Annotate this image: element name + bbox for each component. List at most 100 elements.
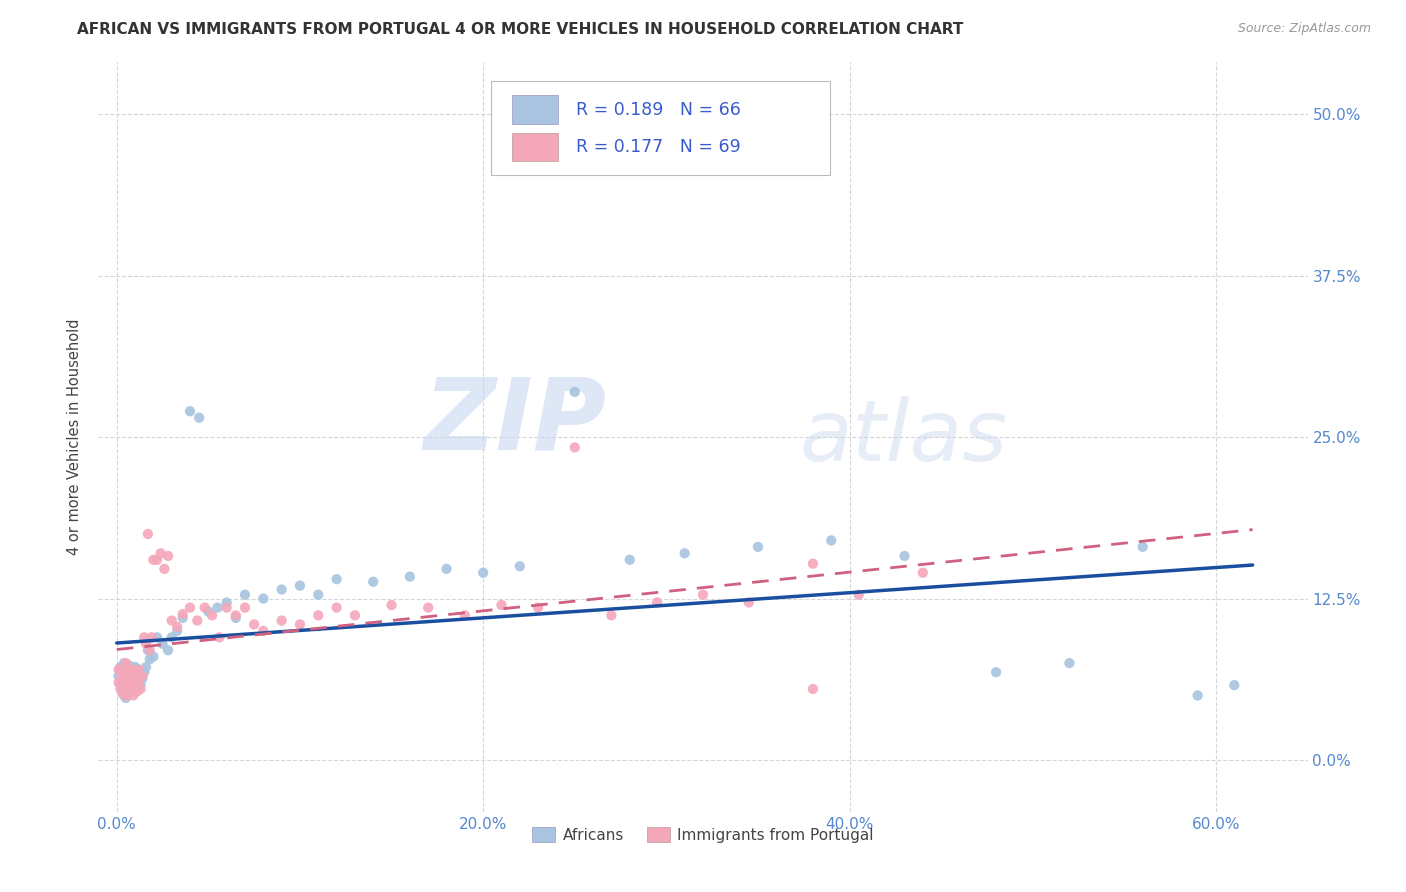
- Point: [491, 598, 513, 612]
- Point: [125, 684, 148, 698]
- Point: [188, 410, 211, 425]
- Point: [122, 678, 145, 692]
- Point: [125, 681, 148, 696]
- Legend: Africans, Immigrants from Portugal: Africans, Immigrants from Portugal: [526, 822, 880, 849]
- Point: [115, 672, 138, 686]
- Point: [454, 608, 477, 623]
- Point: [117, 678, 139, 692]
- Point: [747, 540, 769, 554]
- Point: [118, 686, 141, 700]
- Point: [1223, 678, 1246, 692]
- Point: [152, 637, 174, 651]
- Point: [197, 605, 219, 619]
- Point: [110, 681, 132, 696]
- Point: [179, 600, 201, 615]
- FancyBboxPatch shape: [512, 95, 558, 124]
- Point: [436, 562, 458, 576]
- FancyBboxPatch shape: [492, 81, 830, 175]
- Point: [112, 660, 135, 674]
- Point: [692, 588, 714, 602]
- Point: [122, 669, 145, 683]
- Point: [984, 665, 1007, 680]
- Point: [153, 562, 176, 576]
- Point: [141, 630, 163, 644]
- Point: [527, 600, 550, 615]
- Point: [619, 553, 641, 567]
- Point: [225, 611, 247, 625]
- Point: [118, 684, 141, 698]
- Point: [107, 663, 129, 677]
- Point: [911, 566, 934, 580]
- Point: [120, 663, 142, 677]
- Point: [135, 660, 157, 674]
- Point: [146, 630, 169, 644]
- Point: [117, 678, 139, 692]
- Point: [122, 665, 145, 680]
- Point: [172, 611, 194, 625]
- Point: [115, 656, 138, 670]
- Text: atlas: atlas: [800, 395, 1008, 479]
- Point: [160, 630, 183, 644]
- Point: [179, 404, 201, 418]
- Point: [110, 665, 132, 680]
- Point: [361, 574, 384, 589]
- Point: [233, 588, 256, 602]
- Point: [418, 600, 440, 615]
- Point: [166, 620, 188, 634]
- Point: [325, 572, 347, 586]
- Point: [136, 643, 159, 657]
- Point: [252, 624, 274, 638]
- Point: [307, 588, 329, 602]
- Point: [564, 441, 586, 455]
- Point: [115, 689, 138, 703]
- Point: [117, 665, 139, 680]
- Point: [1132, 540, 1154, 554]
- Point: [128, 663, 150, 677]
- Point: [128, 663, 150, 677]
- Point: [125, 669, 148, 683]
- Point: [186, 614, 208, 628]
- Point: [135, 637, 157, 651]
- Point: [112, 689, 135, 703]
- Point: [134, 665, 156, 680]
- Point: [380, 598, 402, 612]
- Text: Source: ZipAtlas.com: Source: ZipAtlas.com: [1237, 22, 1371, 36]
- Point: [129, 681, 152, 696]
- Point: [107, 675, 129, 690]
- Point: [157, 549, 180, 563]
- Point: [270, 614, 292, 628]
- Point: [160, 614, 183, 628]
- Point: [848, 588, 870, 602]
- Point: [138, 643, 160, 657]
- Point: [111, 669, 134, 683]
- Point: [146, 553, 169, 567]
- Point: [252, 591, 274, 606]
- Point: [225, 608, 247, 623]
- Point: [124, 660, 146, 674]
- Point: [112, 678, 135, 692]
- Point: [600, 608, 623, 623]
- Point: [325, 600, 347, 615]
- Point: [564, 384, 586, 399]
- Point: [134, 630, 156, 644]
- Point: [115, 691, 138, 706]
- Y-axis label: 4 or more Vehicles in Household: 4 or more Vehicles in Household: [67, 318, 83, 556]
- Point: [118, 658, 141, 673]
- Point: [738, 595, 761, 609]
- Point: [288, 617, 311, 632]
- Point: [118, 675, 141, 690]
- Point: [270, 582, 292, 597]
- Point: [110, 660, 132, 674]
- Point: [343, 608, 366, 623]
- Point: [111, 665, 134, 680]
- Point: [893, 549, 915, 563]
- Text: R = 0.189   N = 66: R = 0.189 N = 66: [576, 101, 741, 119]
- Point: [472, 566, 495, 580]
- Text: ZIP: ZIP: [423, 374, 606, 471]
- Point: [138, 652, 160, 666]
- FancyBboxPatch shape: [512, 133, 558, 161]
- Point: [142, 553, 165, 567]
- Point: [124, 665, 146, 680]
- Point: [509, 559, 531, 574]
- Point: [136, 527, 159, 541]
